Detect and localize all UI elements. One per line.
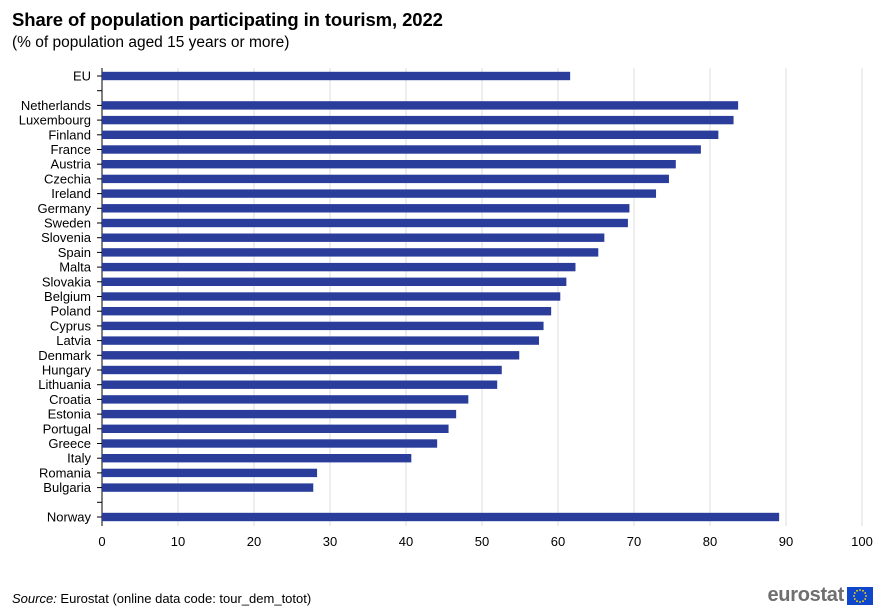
- bar: [102, 336, 539, 345]
- eu-star: [862, 589, 864, 592]
- category-label: Romania: [39, 465, 92, 480]
- category-label: Sweden: [44, 216, 91, 231]
- bar: [102, 468, 318, 478]
- chart-subtitle: (% of population aged 15 years or more): [12, 34, 290, 51]
- eu-star: [853, 594, 855, 597]
- x-tick-label: 100: [851, 534, 873, 549]
- category-label: Germany: [38, 201, 92, 216]
- bar: [102, 307, 552, 316]
- category-label: Ireland: [51, 186, 91, 201]
- bar: [102, 395, 469, 404]
- x-tick-label: 80: [703, 534, 717, 549]
- bar: [102, 380, 498, 389]
- category-label: EU: [73, 69, 91, 84]
- eu-star: [853, 597, 856, 600]
- category-label: Austria: [51, 157, 92, 172]
- category-label: Greece: [48, 436, 91, 451]
- bar-chart: 0 10 20 30 40 50 60 70 80 90 100 EU NetherlandsLuxem…: [19, 68, 873, 549]
- eu-star: [856, 599, 858, 602]
- bar: [102, 483, 314, 492]
- bar: [102, 248, 599, 257]
- category-label: Italy: [67, 451, 91, 466]
- category-label: Latvia: [56, 333, 91, 348]
- bar: [102, 145, 701, 154]
- bar: [102, 189, 657, 198]
- bar: [102, 233, 605, 242]
- x-tick-label: 30: [323, 534, 337, 549]
- bar: [102, 365, 502, 375]
- category-label: Hungary: [42, 363, 92, 378]
- category-label: Lithuania: [38, 377, 92, 392]
- category-label: Denmark: [38, 348, 91, 363]
- eu-star: [856, 589, 858, 592]
- source-note: Source: Eurostat (online data code: tour…: [12, 591, 311, 606]
- chart-title: Share of population participating in tou…: [12, 9, 443, 30]
- category-label: Slovenia: [41, 230, 92, 245]
- bar: [102, 424, 449, 433]
- x-tick-label: 20: [247, 534, 261, 549]
- eu-flag-icon: [847, 586, 873, 605]
- category-label: France: [51, 142, 91, 157]
- category-label: Belgium: [44, 289, 91, 304]
- category-label: Spain: [58, 245, 91, 260]
- x-tick-label: 50: [475, 534, 489, 549]
- bar: [102, 409, 457, 419]
- bar: [102, 204, 630, 213]
- eu-star: [862, 599, 864, 602]
- category-label: Estonia: [48, 407, 92, 422]
- eu-star: [859, 588, 861, 591]
- source-label: Source:: [12, 591, 57, 606]
- bar: [102, 160, 676, 169]
- category-label: Luxembourg: [19, 113, 91, 128]
- category-label: Bulgaria: [43, 480, 91, 495]
- bar: [102, 277, 567, 286]
- bar: [102, 115, 734, 125]
- eu-star: [853, 591, 856, 594]
- bar: [102, 292, 561, 301]
- x-tick-label: 60: [551, 534, 565, 549]
- category-label: Malta: [59, 260, 92, 275]
- category-label: Slovakia: [42, 274, 92, 289]
- bar: [102, 321, 544, 331]
- bar: [102, 512, 780, 522]
- bar: [102, 218, 628, 228]
- bar: [102, 174, 669, 184]
- category-label: Norway: [47, 510, 92, 525]
- eurostat-logo-text: eurostat: [767, 584, 844, 606]
- category-label: Portugal: [43, 421, 92, 436]
- category-label: Croatia: [49, 392, 92, 407]
- x-tick-label: 70: [627, 534, 641, 549]
- bar: [102, 71, 571, 81]
- bar: [102, 351, 520, 360]
- category-label: Finland: [48, 127, 91, 142]
- category-label: Netherlands: [21, 98, 92, 113]
- eu-star: [864, 591, 867, 594]
- x-tick-label: 40: [399, 534, 413, 549]
- eu-star: [864, 597, 867, 600]
- eu-star: [859, 600, 861, 603]
- bar: [102, 454, 412, 463]
- category-label: Czechia: [44, 171, 92, 186]
- category-label: Poland: [51, 304, 91, 319]
- eurostat-logo: eurostat: [767, 584, 873, 607]
- bar: [102, 130, 719, 139]
- x-tick-label: 90: [779, 534, 793, 549]
- bar: [102, 101, 739, 110]
- bar: [102, 439, 438, 448]
- bar: [102, 262, 576, 272]
- x-tick-label: 10: [171, 534, 185, 549]
- eu-star: [865, 594, 867, 597]
- source-text: Eurostat (online data code: tour_dem_tot…: [56, 591, 312, 606]
- category-label: Cyprus: [50, 318, 92, 333]
- x-tick-label: 0: [98, 534, 105, 549]
